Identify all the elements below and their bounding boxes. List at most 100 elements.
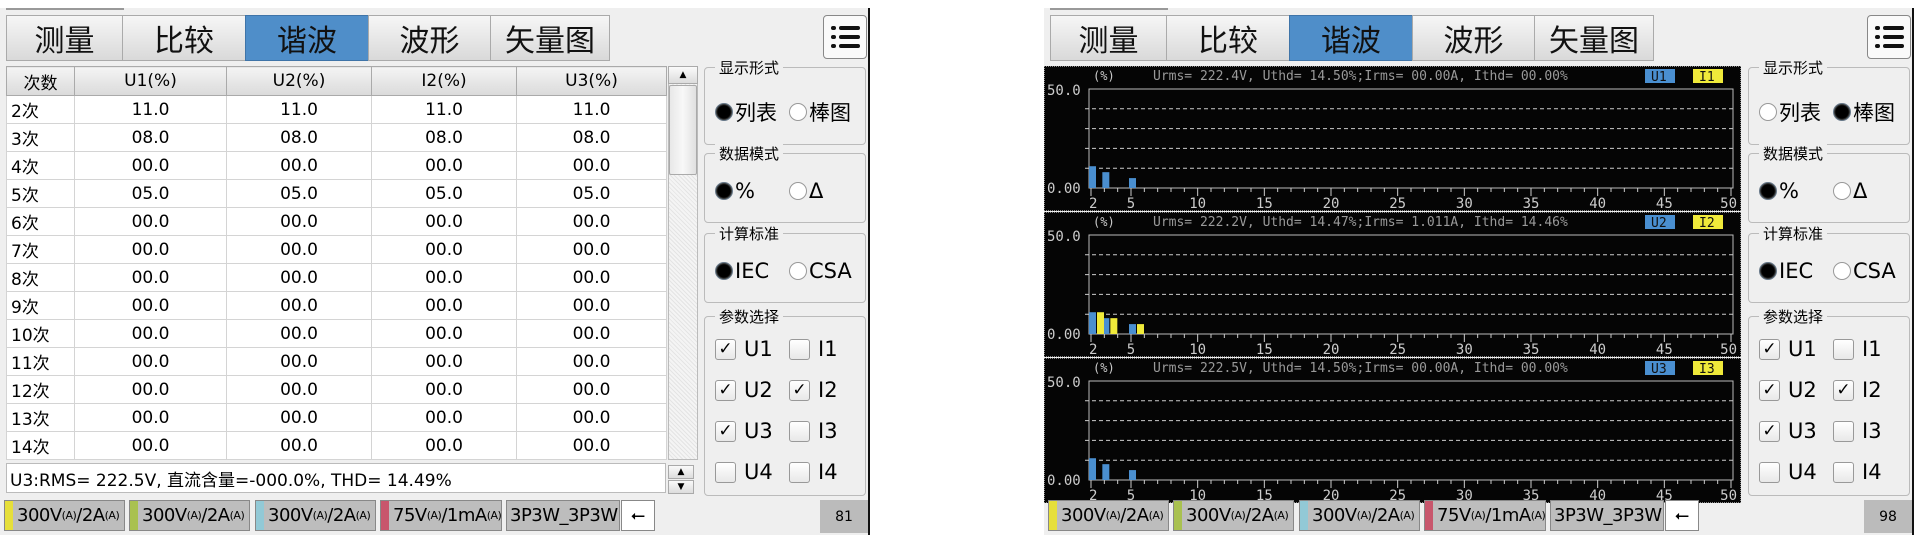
wiring-mode[interactable]: 3P3W_3P3W (1550, 500, 1664, 531)
table-row[interactable]: 6次 00.0 00.0 00.0 00.0 (6, 207, 667, 236)
table-row[interactable]: 13次 00.0 00.0 00.0 00.0 (6, 403, 667, 432)
radio-indicator[interactable] (1759, 103, 1777, 121)
radio-indicator[interactable] (789, 262, 807, 280)
checkmark-icon[interactable]: ✓ (715, 420, 736, 442)
radio-indicator[interactable] (1759, 262, 1777, 280)
scroll-up-button[interactable]: ▲ (668, 66, 698, 84)
table-row[interactable]: 7次 00.0 00.0 00.0 00.0 (6, 235, 667, 264)
radio-indicator[interactable] (1833, 103, 1851, 121)
radio-standard-0[interactable]: IEC (715, 259, 769, 283)
radio-indicator[interactable] (715, 103, 733, 121)
channel-range-1[interactable]: 300V (A)/2A (A) (4, 500, 125, 531)
checkbox-i4[interactable]: I4 (789, 460, 838, 484)
radio-data-mode-0[interactable]: % (1759, 179, 1799, 203)
checkbox-u3[interactable]: ✓ U3 (715, 419, 773, 443)
radio-standard-1[interactable]: CSA (789, 259, 852, 283)
checkbox-i2[interactable]: ✓ I2 (789, 378, 838, 402)
radio-indicator[interactable] (715, 262, 733, 280)
channel-range-2[interactable]: 300V (A)/2A (A) (129, 500, 250, 531)
wiring-mode[interactable]: 3P3W_3P3W (506, 500, 620, 531)
column-header: 次数 (6, 66, 75, 96)
tab-4[interactable]: 矢量图 (490, 15, 610, 61)
table-row[interactable]: 14次 00.0 00.0 00.0 00.0 (6, 431, 667, 460)
radio-standard-0[interactable]: IEC (1759, 259, 1813, 283)
radio-data-mode-1[interactable]: Δ (789, 179, 823, 203)
tab-1[interactable]: 比较 (1166, 15, 1290, 61)
checkbox-i1[interactable]: I1 (1833, 337, 1882, 361)
checkbox-box[interactable] (1833, 420, 1854, 442)
radio-indicator[interactable] (1759, 182, 1777, 200)
table-row[interactable]: 10次 00.0 00.0 00.0 00.0 (6, 319, 667, 348)
channel-range-3[interactable]: 300V (A)/2A (A) (255, 500, 376, 531)
checkmark-icon[interactable]: ✓ (1759, 379, 1780, 401)
radio-indicator[interactable] (789, 103, 807, 121)
range-voltage: 300V (17, 505, 62, 526)
radio-indicator[interactable] (1833, 262, 1851, 280)
channel-range-2[interactable]: 300V (A)/2A (A) (1173, 500, 1294, 531)
radio-standard-1[interactable]: CSA (1833, 259, 1896, 283)
checkbox-i4[interactable]: I4 (1833, 460, 1882, 484)
checkbox-box[interactable] (789, 420, 810, 442)
table-row[interactable]: 5次 05.0 05.0 05.0 05.0 (6, 179, 667, 208)
tab-3[interactable]: 波形 (1412, 15, 1535, 61)
checkbox-box[interactable] (1833, 461, 1854, 483)
checkbox-u3[interactable]: ✓ U3 (1759, 419, 1817, 443)
checkbox-i3[interactable]: I3 (789, 419, 838, 443)
group-title: 显示形式 (715, 57, 784, 78)
radio-indicator[interactable] (715, 182, 733, 200)
checkbox-u2[interactable]: ✓ U2 (715, 378, 773, 402)
radio-display-0[interactable]: 列表 (715, 97, 777, 127)
radio-indicator[interactable] (789, 182, 807, 200)
checkbox-box[interactable] (1833, 338, 1854, 360)
tab-2[interactable]: 谐波 (245, 15, 369, 61)
checkbox-u1[interactable]: ✓ U1 (715, 337, 773, 361)
table-cell: 11.0 (226, 95, 372, 124)
table-cell: 11.0 (371, 95, 517, 124)
channel-range-3[interactable]: 300V (A)/2A (A) (1299, 500, 1420, 531)
table-row[interactable]: 4次 00.0 00.0 00.0 00.0 (6, 151, 667, 180)
checkbox-box[interactable] (789, 338, 810, 360)
table-row[interactable]: 12次 00.0 00.0 00.0 00.0 (6, 375, 667, 404)
table-row[interactable]: 9次 00.0 00.0 00.0 00.0 (6, 291, 667, 320)
radio-data-mode-1[interactable]: Δ (1833, 179, 1867, 203)
checkbox-u1[interactable]: ✓ U1 (1759, 337, 1817, 361)
checkmark-icon[interactable]: ✓ (1833, 379, 1854, 401)
info-scroll-up-button[interactable]: ▲ (668, 465, 694, 479)
checkbox-i2[interactable]: ✓ I2 (1833, 378, 1882, 402)
checkbox-u4[interactable]: U4 (1759, 460, 1817, 484)
channel-range-4[interactable]: 75V (A)/1mA (A) (380, 500, 502, 531)
checkmark-icon[interactable]: ✓ (1759, 338, 1780, 360)
radio-display-1[interactable]: 棒图 (1833, 97, 1895, 127)
table-row[interactable]: 2次 11.0 11.0 11.0 11.0 (6, 95, 667, 124)
scrollbar-thumb[interactable] (669, 85, 697, 175)
table-row[interactable]: 11次 00.0 00.0 00.0 00.0 (6, 347, 667, 376)
tab-2[interactable]: 谐波 (1289, 15, 1413, 61)
checkmark-icon[interactable]: ✓ (789, 379, 810, 401)
checkbox-i3[interactable]: I3 (1833, 419, 1882, 443)
checkbox-box[interactable] (1759, 461, 1780, 483)
checkmark-icon[interactable]: ✓ (715, 379, 736, 401)
radio-data-mode-0[interactable]: % (715, 179, 755, 203)
radio-display-1[interactable]: 棒图 (789, 97, 851, 127)
table-row[interactable]: 3次 08.0 08.0 08.0 08.0 (6, 123, 667, 152)
menu-button[interactable] (1867, 15, 1911, 59)
radio-indicator[interactable] (1833, 182, 1851, 200)
menu-button[interactable] (823, 15, 867, 59)
checkbox-box[interactable] (715, 461, 736, 483)
checkmark-icon[interactable]: ✓ (715, 338, 736, 360)
checkbox-i1[interactable]: I1 (789, 337, 838, 361)
channel-range-1[interactable]: 300V (A)/2A (A) (1048, 500, 1169, 531)
info-scroll-down-button[interactable]: ▼ (668, 480, 694, 494)
checkbox-box[interactable] (789, 461, 810, 483)
radio-display-0[interactable]: 列表 (1759, 97, 1821, 127)
checkmark-icon[interactable]: ✓ (1759, 420, 1780, 442)
tab-1[interactable]: 比较 (122, 15, 246, 61)
tab-3[interactable]: 波形 (368, 15, 491, 61)
table-row[interactable]: 8次 00.0 00.0 00.0 00.0 (6, 263, 667, 292)
checkbox-u4[interactable]: U4 (715, 460, 773, 484)
tab-0[interactable]: 测量 (6, 15, 123, 61)
tab-0[interactable]: 测量 (1050, 15, 1167, 61)
checkbox-u2[interactable]: ✓ U2 (1759, 378, 1817, 402)
tab-4[interactable]: 矢量图 (1534, 15, 1654, 61)
channel-range-4[interactable]: 75V (A)/1mA (A) (1424, 500, 1546, 531)
